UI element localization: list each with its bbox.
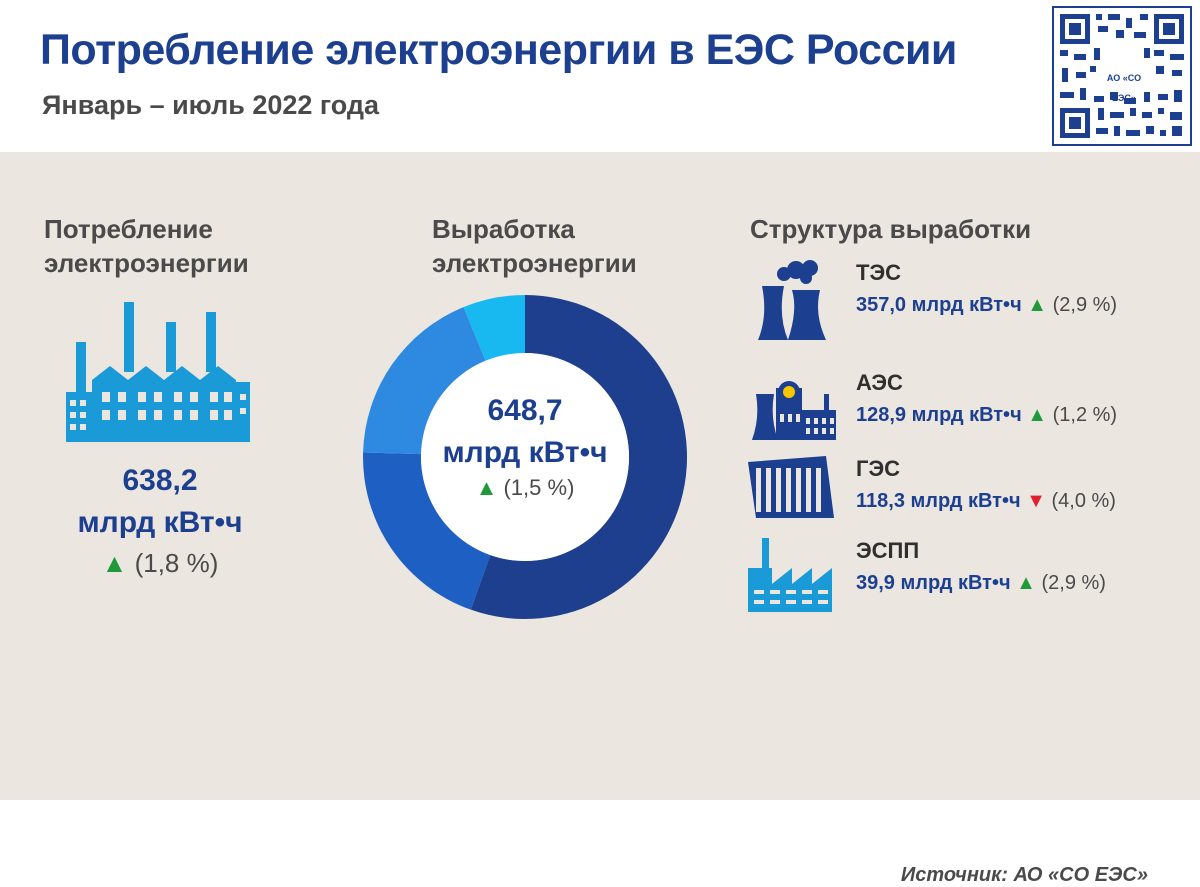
consumption-value-block: 638,2 млрд кВт•ч xyxy=(40,460,280,544)
structure-item-aes: АЭС 128,9 млрд кВт•ч ▲ (1,2 %) xyxy=(748,370,1188,450)
trend-up-icon: ▲ xyxy=(1027,404,1048,426)
qr-code-pattern xyxy=(1060,14,1184,138)
structure-item-value: 357,0 млрд кВт•ч ▲ (2,9 %) xyxy=(856,294,1117,317)
generation-value: 648,7 xyxy=(487,394,563,427)
trend-up-icon: ▲ xyxy=(475,475,498,500)
generation-title: Выработка электроэнергии xyxy=(432,212,637,280)
structure-item-ges: ГЭС 118,3 млрд кВт•ч ▼ (4,0 %) xyxy=(748,456,1188,536)
structure-item-name: ЭСПП xyxy=(856,538,920,563)
consumption-title-line2: электроэнергии xyxy=(44,248,249,278)
qr-badge: АО «СО ЕЭС» xyxy=(1098,68,1150,103)
structure-item-delta: (1,2 %) xyxy=(1052,404,1118,426)
consumption-title: Потребление электроэнергии xyxy=(44,212,249,280)
thermal-plant-icon xyxy=(758,260,826,340)
trend-up-icon: ▲ xyxy=(1027,294,1048,316)
qr-code[interactable]: АО «СО ЕЭС» xyxy=(1052,6,1192,146)
structure-item-name: АЭС xyxy=(856,370,903,395)
structure-item-espp: ЭСПП 39,9 млрд кВт•ч ▲ (2,9 %) xyxy=(748,538,1188,618)
industrial-plant-icon xyxy=(748,538,832,612)
source-note: Источник: АО «СО ЕЭС» xyxy=(900,864,1148,886)
trend-up-icon: ▲ xyxy=(101,548,128,578)
consumption-delta-text: (1,8 %) xyxy=(134,548,219,578)
structure-item-amount: 357,0 млрд кВт•ч xyxy=(856,294,1022,316)
generation-value-block: 648,7 млрд кВт•ч xyxy=(415,390,635,474)
trend-down-icon: ▼ xyxy=(1026,490,1046,512)
consumption-value: 638,2 xyxy=(122,464,198,497)
consumption-delta: ▲ (1,8 %) xyxy=(40,548,280,579)
content-panel: Потребление электроэнергии xyxy=(0,152,1200,886)
structure-title: Структура выработки xyxy=(750,214,1032,244)
donut-slice-3 xyxy=(363,307,486,455)
donut-slice-4 xyxy=(463,295,525,361)
structure-item-value: 39,9 млрд кВт•ч ▲ (2,9 %) xyxy=(856,572,1106,595)
donut-center xyxy=(421,353,629,561)
hydro-dam-icon xyxy=(748,456,834,518)
generation-donut-chart xyxy=(363,295,687,619)
generation-delta: ▲ (1,5 %) xyxy=(415,475,635,501)
consumption-title-line1: Потребление xyxy=(44,214,213,244)
generation-delta-text: (1,5 %) xyxy=(503,475,575,500)
structure-item-name: ТЭС xyxy=(856,260,901,285)
trend-up-icon: ▲ xyxy=(1016,572,1036,594)
page-subtitle: Январь – июль 2022 года xyxy=(42,90,380,120)
structure-item-amount: 118,3 млрд кВт•ч xyxy=(856,490,1021,512)
structure-item-value: 118,3 млрд кВт•ч ▼ (4,0 %) xyxy=(856,490,1116,513)
structure-item-value: 128,9 млрд кВт•ч ▲ (1,2 %) xyxy=(856,404,1117,427)
structure-item-amount: 39,9 млрд кВт•ч xyxy=(856,572,1011,594)
page-title: Потребление электроэнергии в ЕЭС России xyxy=(40,26,957,74)
structure-item-amount: 128,9 млрд кВт•ч xyxy=(856,404,1022,426)
structure-item-tes: ТЭС 357,0 млрд кВт•ч ▲ (2,9 %) xyxy=(748,260,1188,340)
structure-item-name: ГЭС xyxy=(856,456,901,481)
structure-item-delta: (2,9 %) xyxy=(1052,294,1118,316)
generation-unit: млрд кВт•ч xyxy=(442,436,608,469)
generation-title-line1: Выработка xyxy=(432,214,575,244)
donut-slice-1 xyxy=(470,295,687,619)
generation-title-line2: электроэнергии xyxy=(432,248,637,278)
structure-item-delta: (4,0 %) xyxy=(1051,490,1116,512)
donut-slice-2 xyxy=(363,452,491,610)
nuclear-plant-icon xyxy=(752,381,836,440)
structure-item-delta: (2,9 %) xyxy=(1041,572,1106,594)
consumption-unit: млрд кВт•ч xyxy=(77,506,243,539)
factory-icon xyxy=(66,302,250,442)
header: Потребление электроэнергии в ЕЭС России … xyxy=(0,0,1200,152)
